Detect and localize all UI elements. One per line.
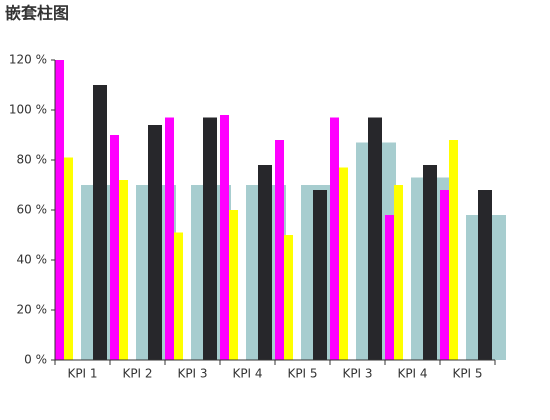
bar xyxy=(440,190,449,360)
x-tick-label: KPI 3 xyxy=(177,367,207,381)
x-tick-label: KPI 4 xyxy=(232,367,262,381)
bar xyxy=(330,117,339,360)
x-tick-label: KPI 5 xyxy=(452,367,482,381)
bar xyxy=(385,215,394,360)
bar xyxy=(55,60,64,360)
x-tick-label: KPI 2 xyxy=(122,367,152,381)
bar xyxy=(313,190,327,360)
bar xyxy=(229,210,238,360)
bar xyxy=(93,85,107,360)
bar xyxy=(64,157,73,360)
bar xyxy=(165,117,174,360)
bar xyxy=(284,235,293,360)
chart-title: 嵌套柱图 xyxy=(5,4,69,23)
y-tick-label: 20 % xyxy=(17,303,48,317)
bar xyxy=(394,185,403,360)
y-tick-label: 40 % xyxy=(17,253,48,267)
bar xyxy=(449,140,458,360)
bar xyxy=(368,117,382,360)
bar xyxy=(110,135,119,360)
y-tick-label: 60 % xyxy=(17,203,48,217)
x-tick-label: KPI 1 xyxy=(67,367,97,381)
bar xyxy=(339,167,348,360)
x-tick-label: KPI 3 xyxy=(342,367,372,381)
x-tick-label: KPI 5 xyxy=(287,367,317,381)
bar xyxy=(220,115,229,360)
bar xyxy=(258,165,272,360)
y-tick-label: 80 % xyxy=(17,153,48,167)
bar xyxy=(148,125,162,360)
bar xyxy=(478,190,492,360)
bar xyxy=(119,180,128,360)
y-tick-label: 0 % xyxy=(24,353,47,367)
bar xyxy=(203,117,217,360)
bar xyxy=(174,232,183,360)
bar xyxy=(423,165,437,360)
x-tick-label: KPI 4 xyxy=(397,367,427,381)
y-tick-label: 120 % xyxy=(9,53,47,67)
bar xyxy=(275,140,284,360)
y-tick-label: 100 % xyxy=(9,103,47,117)
